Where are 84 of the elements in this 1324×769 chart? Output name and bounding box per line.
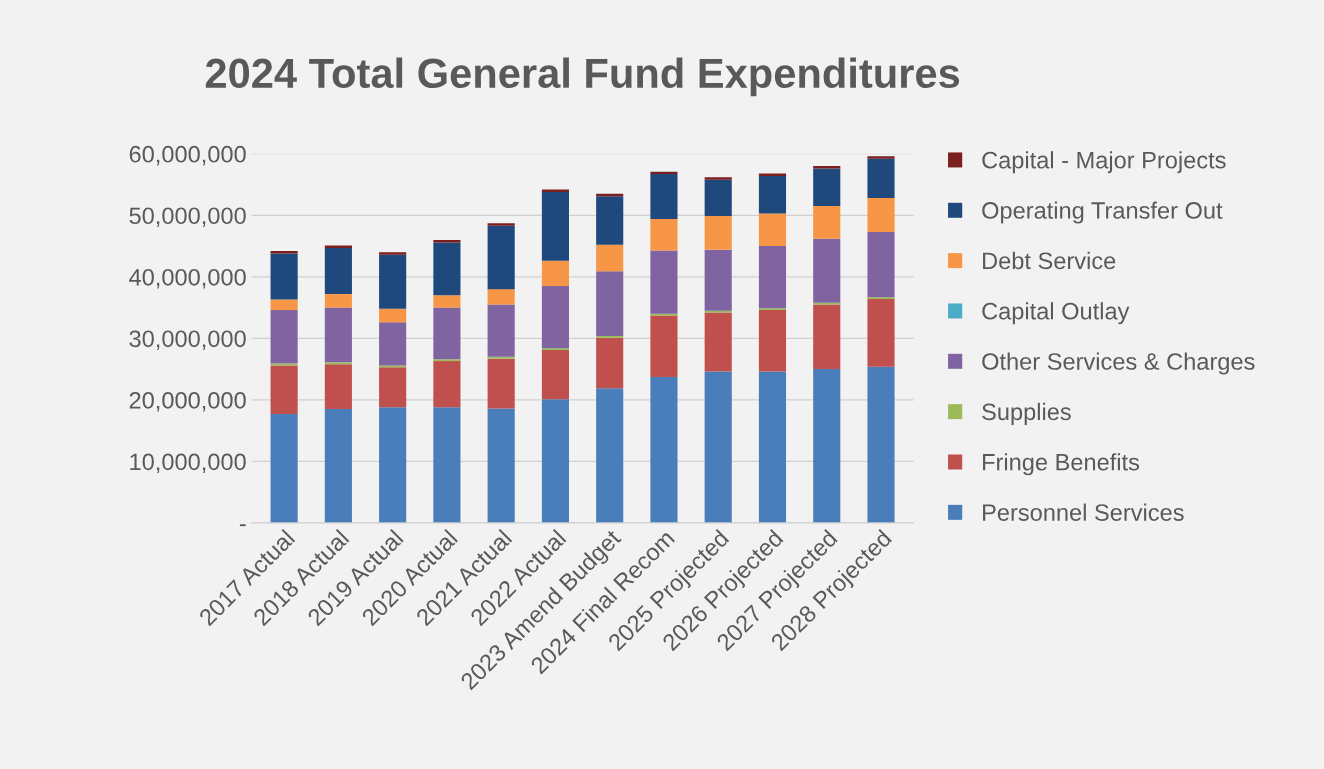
bar xyxy=(758,213,787,247)
legend-label: Fringe Benefits xyxy=(983,453,1140,476)
bar xyxy=(758,246,787,309)
bar xyxy=(487,225,515,290)
bar xyxy=(541,350,569,400)
bar xyxy=(433,407,461,523)
bar xyxy=(813,238,841,303)
bar xyxy=(324,247,352,295)
bar xyxy=(270,253,298,300)
legend-label: Capital Outlay xyxy=(982,302,1130,325)
bar xyxy=(704,179,732,216)
bar xyxy=(433,295,461,308)
bar xyxy=(813,168,841,207)
bar xyxy=(813,304,841,370)
y-tick-label: 60,000,000 xyxy=(129,145,246,166)
bar xyxy=(758,371,787,523)
y-tick-label: 20,000,000 xyxy=(129,391,246,412)
bar xyxy=(704,177,732,180)
bar xyxy=(270,365,298,415)
y-tick-label: 10,000,000 xyxy=(130,453,246,473)
bar xyxy=(541,191,569,261)
bar xyxy=(813,166,841,169)
bar xyxy=(867,366,895,523)
bar xyxy=(541,286,569,349)
bar xyxy=(867,231,895,298)
bar xyxy=(596,337,624,389)
bar xyxy=(704,312,732,372)
bar xyxy=(813,369,841,523)
chart-title: 2024 Total General Fund Expenditures xyxy=(205,57,960,97)
bar xyxy=(596,244,624,272)
bar xyxy=(541,399,569,523)
bar xyxy=(596,271,624,336)
bar xyxy=(650,377,678,523)
bar xyxy=(487,358,515,409)
bar xyxy=(867,158,895,199)
bar xyxy=(596,196,624,245)
bar xyxy=(650,315,678,378)
bar xyxy=(324,409,352,523)
bar xyxy=(704,249,732,311)
legend-label: Debt Service xyxy=(983,251,1116,270)
bar xyxy=(379,367,407,408)
bar xyxy=(867,198,895,232)
bar xyxy=(650,174,678,220)
legend-label: Operating Transfer Out xyxy=(982,201,1223,224)
bar xyxy=(433,242,461,296)
bar xyxy=(324,364,352,410)
bar xyxy=(867,298,895,367)
bar xyxy=(758,175,787,214)
y-tick-label: 30,000,000 xyxy=(129,330,246,350)
bar xyxy=(433,361,461,408)
bar xyxy=(487,289,515,305)
bar xyxy=(324,245,352,248)
legend-label: Capital - Major Projects xyxy=(982,151,1226,174)
bar xyxy=(379,322,407,366)
bar xyxy=(379,308,407,323)
bar xyxy=(650,219,678,251)
bar xyxy=(541,260,569,287)
bar xyxy=(324,294,352,308)
bar xyxy=(650,250,678,314)
bar xyxy=(704,215,732,250)
legend-label: Supplies xyxy=(982,402,1071,425)
bar xyxy=(270,414,298,523)
bar xyxy=(270,310,298,364)
bar xyxy=(379,407,407,523)
bar xyxy=(758,173,787,176)
bar xyxy=(596,388,624,523)
bar xyxy=(379,252,407,255)
bar xyxy=(379,254,407,309)
bar xyxy=(433,307,461,360)
bar xyxy=(541,189,569,192)
bar xyxy=(867,156,895,159)
bar xyxy=(487,408,515,523)
bar xyxy=(324,307,352,363)
bar xyxy=(487,223,515,226)
legend-label: Other Services & Charges xyxy=(982,352,1255,375)
y-tick-label: 50,000,000 xyxy=(129,207,246,227)
y-tick-label: 40,000,000 xyxy=(129,268,246,289)
bar xyxy=(704,371,732,523)
legend-label: Personnel Services xyxy=(983,503,1184,521)
bar xyxy=(270,299,298,311)
y-tick-label: - xyxy=(239,524,246,527)
bar xyxy=(813,206,841,239)
bar xyxy=(758,310,787,372)
bar xyxy=(487,304,515,357)
